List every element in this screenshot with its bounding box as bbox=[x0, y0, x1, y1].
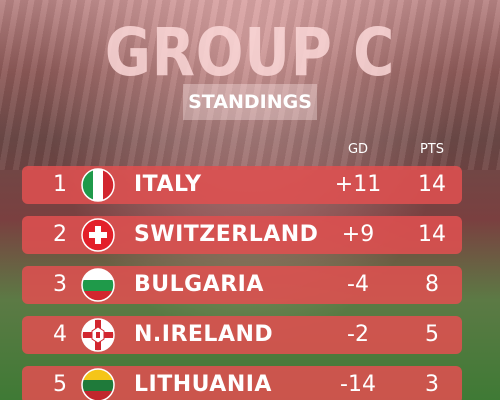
rank: 1 bbox=[53, 172, 67, 197]
team: SWITZERLAND bbox=[134, 222, 319, 247]
table-row: 2 SWITZERLAND +9 14 bbox=[22, 216, 462, 254]
table-row: 5 LITHUANIA -14 3 bbox=[22, 366, 462, 400]
background bbox=[0, 0, 500, 170]
column-header: PTS bbox=[419, 142, 445, 157]
points: 8 bbox=[425, 272, 439, 297]
rank: 2 bbox=[53, 222, 67, 247]
team: BULGARIA bbox=[134, 272, 264, 297]
rank: 5 bbox=[53, 372, 67, 397]
points: 14 bbox=[418, 222, 446, 247]
points: 14 bbox=[418, 172, 446, 197]
column-header: GD bbox=[347, 142, 369, 157]
team: ITALY bbox=[134, 172, 202, 197]
table-row: 1 ITALY +11 14 bbox=[22, 166, 462, 204]
rank: 4 bbox=[53, 322, 67, 347]
title: GROUP C bbox=[104, 14, 396, 91]
flag bbox=[81, 318, 115, 352]
table-row: 4 N.IRELAND -2 5 bbox=[22, 316, 462, 354]
goal-difference: -14 bbox=[340, 372, 376, 397]
flag bbox=[81, 168, 115, 202]
team: LITHUANIA bbox=[134, 372, 272, 397]
team: N.IRELAND bbox=[134, 322, 274, 347]
rank: 3 bbox=[53, 272, 67, 297]
flag bbox=[81, 218, 115, 252]
points: 3 bbox=[425, 372, 439, 397]
goal-difference: -4 bbox=[347, 272, 369, 297]
goal-difference: -2 bbox=[347, 322, 369, 347]
points: 5 bbox=[425, 322, 439, 347]
flag bbox=[81, 368, 115, 400]
table-row: 3 BULGARIA -4 8 bbox=[22, 266, 462, 304]
subtitle: STANDINGS bbox=[183, 84, 317, 120]
flag bbox=[81, 268, 115, 302]
goal-difference: +11 bbox=[334, 172, 382, 197]
goal-difference: +9 bbox=[341, 222, 375, 247]
